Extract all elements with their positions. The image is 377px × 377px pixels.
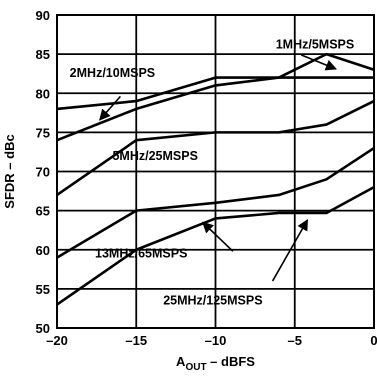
- x-label-sub: OUT: [185, 362, 206, 373]
- x-tick-label: –10: [205, 333, 227, 348]
- y-tick-label: 60: [36, 243, 50, 258]
- label-arrow-0: [300, 54, 337, 71]
- y-tick-label: 80: [36, 86, 50, 101]
- y-tick-label: 90: [36, 8, 50, 23]
- series-line-4: [56, 186, 375, 306]
- y-tick-label: 85: [36, 47, 50, 62]
- x-tick-label: –5: [288, 333, 302, 348]
- label-arrow-3: [202, 221, 234, 252]
- curve-label-2: 5MHz/25MSPS: [112, 149, 197, 163]
- y-tick-label: 65: [36, 204, 50, 219]
- label-arrow-4: [271, 219, 309, 282]
- x-tick-label: –15: [125, 333, 147, 348]
- series-line-0: [56, 76, 374, 111]
- x-label-rest: – dBFS: [207, 354, 256, 369]
- y-tick-label: 75: [36, 125, 50, 140]
- y-axis-label: SFDR – dBc: [2, 134, 17, 208]
- curve-label-1: 2MHz/10MSPS: [70, 66, 155, 80]
- x-tick-label: 0: [370, 333, 377, 348]
- x-label-main: A: [176, 354, 186, 369]
- curve-label-4: 25MHz/125MSPS: [163, 294, 262, 308]
- series-line-1: [56, 52, 375, 142]
- y-tick-label: 50: [36, 321, 50, 336]
- y-tick-labels: 50 55 60 65 70 75 80 85 90: [36, 8, 50, 336]
- series-line-2: [56, 99, 375, 197]
- annotation-arrows: [99, 54, 337, 282]
- series-line-3: [56, 146, 375, 259]
- y-tick-label: 55: [36, 282, 50, 297]
- x-tick-label: –20: [46, 333, 68, 348]
- x-axis-label: AOUT – dBFS: [176, 354, 255, 373]
- series-lines: [56, 52, 375, 306]
- label-arrow-1: [99, 95, 122, 121]
- curve-label-3: 13MHz/65MSPS: [95, 247, 187, 261]
- grid-lines: [57, 15, 374, 328]
- plot-frame: [56, 14, 375, 329]
- curve-label-0: 1MHz/5MSPS: [276, 38, 355, 52]
- curve-labels: 1MHz/5MSPS 2MHz/10MSPS 5MHz/25MSPS 13MHz/65…: [70, 38, 355, 308]
- y-tick-label: 70: [36, 165, 50, 180]
- x-tick-labels: –20 –15 –10 –5 0: [46, 333, 377, 348]
